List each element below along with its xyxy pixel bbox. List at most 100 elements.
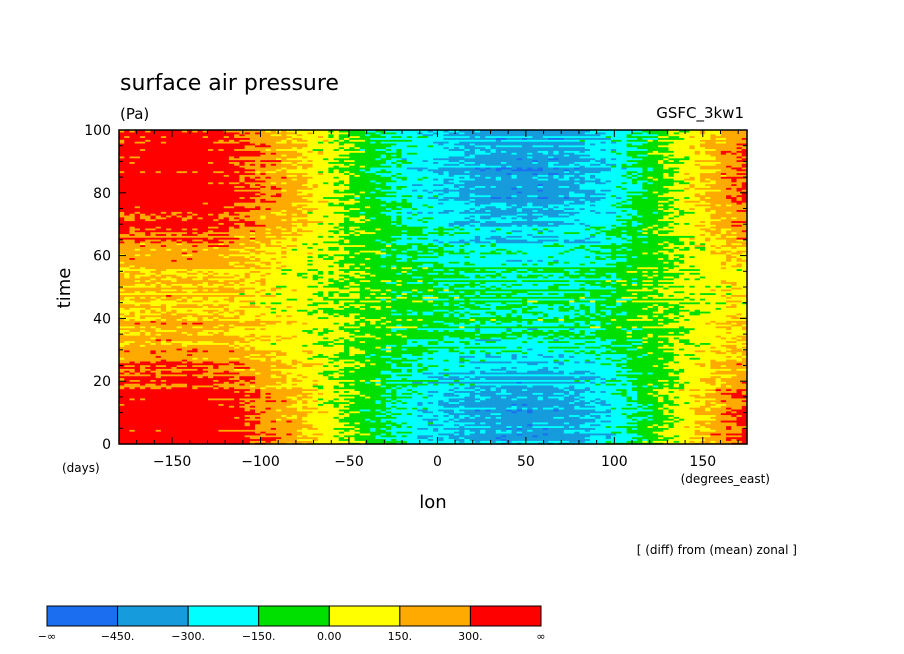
heatmap-cell bbox=[527, 436, 534, 440]
heatmap-cell bbox=[354, 419, 361, 423]
heatmap-cell bbox=[260, 432, 267, 436]
heatmap-cell bbox=[590, 423, 596, 427]
heatmap-cell bbox=[370, 427, 377, 430]
heatmap-cell bbox=[160, 431, 167, 434]
heatmap-cell bbox=[631, 434, 638, 438]
heatmap-cell bbox=[296, 425, 303, 428]
heatmap-cell bbox=[207, 419, 214, 423]
heatmap-cell bbox=[621, 436, 628, 440]
heatmap-cell bbox=[637, 425, 643, 428]
heatmap-cell bbox=[516, 436, 523, 440]
heatmap-cell bbox=[354, 440, 361, 443]
heatmap-cell bbox=[453, 438, 460, 441]
heatmap-cell bbox=[255, 440, 261, 443]
heatmap-cell bbox=[705, 419, 711, 423]
heatmap-cell bbox=[302, 429, 308, 432]
heatmap-cell bbox=[642, 427, 649, 430]
heatmap-cell bbox=[323, 423, 329, 427]
heatmap-cell bbox=[459, 419, 465, 423]
heatmap-cell bbox=[631, 419, 638, 423]
heatmap-cell bbox=[197, 432, 204, 436]
heatmap-cell bbox=[270, 418, 277, 421]
heatmap-cell bbox=[218, 425, 225, 428]
heatmap-cell bbox=[689, 425, 696, 428]
heatmap-cell bbox=[207, 432, 214, 436]
heatmap-cell bbox=[558, 434, 565, 438]
heatmap-cell bbox=[328, 431, 335, 434]
heatmap-cell bbox=[328, 418, 335, 421]
heatmap-cell bbox=[401, 418, 408, 421]
heatmap-cell bbox=[244, 423, 251, 427]
heatmap-cell bbox=[197, 440, 204, 443]
heatmap-cell bbox=[720, 436, 727, 440]
heatmap-cell bbox=[150, 425, 157, 428]
heatmap-cell bbox=[359, 421, 366, 425]
heatmap-cell bbox=[474, 423, 481, 427]
heatmap-cell bbox=[139, 440, 146, 443]
heatmap-cell bbox=[443, 423, 450, 427]
heatmap-cell bbox=[548, 425, 554, 428]
heatmap-cell bbox=[443, 432, 450, 436]
heatmap-cell bbox=[427, 418, 434, 421]
heatmap-cell bbox=[207, 436, 214, 440]
heatmap-cell bbox=[501, 432, 507, 436]
heatmap-cell bbox=[616, 425, 622, 428]
heatmap-cell bbox=[731, 436, 738, 440]
heatmap-cell bbox=[736, 432, 743, 436]
heatmap-cell bbox=[438, 421, 445, 425]
heatmap-cell bbox=[448, 440, 455, 443]
heatmap-cell bbox=[202, 438, 209, 441]
heatmap-cell bbox=[338, 432, 345, 436]
heatmap-cell bbox=[673, 425, 680, 428]
heatmap-cell bbox=[187, 432, 193, 436]
heatmap-cell bbox=[412, 438, 418, 441]
heatmap-cell bbox=[569, 434, 575, 438]
heatmap-cell bbox=[710, 429, 717, 432]
heatmap-cell bbox=[438, 431, 445, 434]
heatmap-cell bbox=[192, 440, 199, 443]
heatmap-cell bbox=[553, 432, 560, 436]
heatmap-cell bbox=[187, 425, 193, 428]
heatmap-cell bbox=[590, 436, 596, 440]
heatmap-cell bbox=[453, 440, 460, 443]
heatmap-cell bbox=[532, 436, 539, 440]
heatmap-cell bbox=[516, 440, 523, 443]
heatmap-cell bbox=[139, 438, 146, 441]
heatmap-cell bbox=[192, 423, 199, 427]
heatmap-cell bbox=[427, 429, 434, 432]
heatmap-cell bbox=[228, 432, 235, 436]
heatmap-cell bbox=[281, 421, 288, 425]
heatmap-cell bbox=[658, 431, 664, 434]
heatmap-cell bbox=[244, 421, 251, 425]
heatmap-cell bbox=[532, 440, 539, 443]
heatmap-cell bbox=[563, 432, 570, 436]
heatmap-cell bbox=[265, 419, 272, 423]
heatmap-cell bbox=[480, 429, 486, 432]
heatmap-cell bbox=[202, 429, 209, 432]
heatmap-cell bbox=[694, 438, 701, 441]
heatmap-cell bbox=[160, 429, 167, 432]
heatmap-cell bbox=[202, 427, 209, 430]
heatmap-cell bbox=[286, 421, 293, 425]
heatmap-cell bbox=[652, 421, 659, 425]
heatmap-cell bbox=[464, 436, 471, 440]
heatmap-cell bbox=[527, 419, 534, 423]
heatmap-cell bbox=[715, 429, 722, 432]
heatmap-cell bbox=[464, 425, 471, 428]
heatmap-cell bbox=[317, 421, 324, 425]
heatmap-cell bbox=[317, 431, 324, 434]
heatmap-cell bbox=[537, 434, 544, 438]
heatmap-cell bbox=[542, 429, 549, 432]
heatmap-cell bbox=[689, 421, 696, 425]
heatmap-cell bbox=[255, 419, 261, 423]
heatmap-cell bbox=[375, 438, 382, 441]
heatmap-cell bbox=[286, 432, 293, 436]
heatmap-cell bbox=[595, 421, 602, 425]
heatmap-cell bbox=[584, 421, 591, 425]
heatmap-cell bbox=[710, 434, 717, 438]
heatmap-cell bbox=[124, 423, 131, 427]
heatmap-cell bbox=[364, 418, 371, 421]
heatmap-cell bbox=[291, 438, 298, 441]
heatmap-cell bbox=[443, 427, 450, 430]
heatmap-cell bbox=[260, 440, 267, 443]
